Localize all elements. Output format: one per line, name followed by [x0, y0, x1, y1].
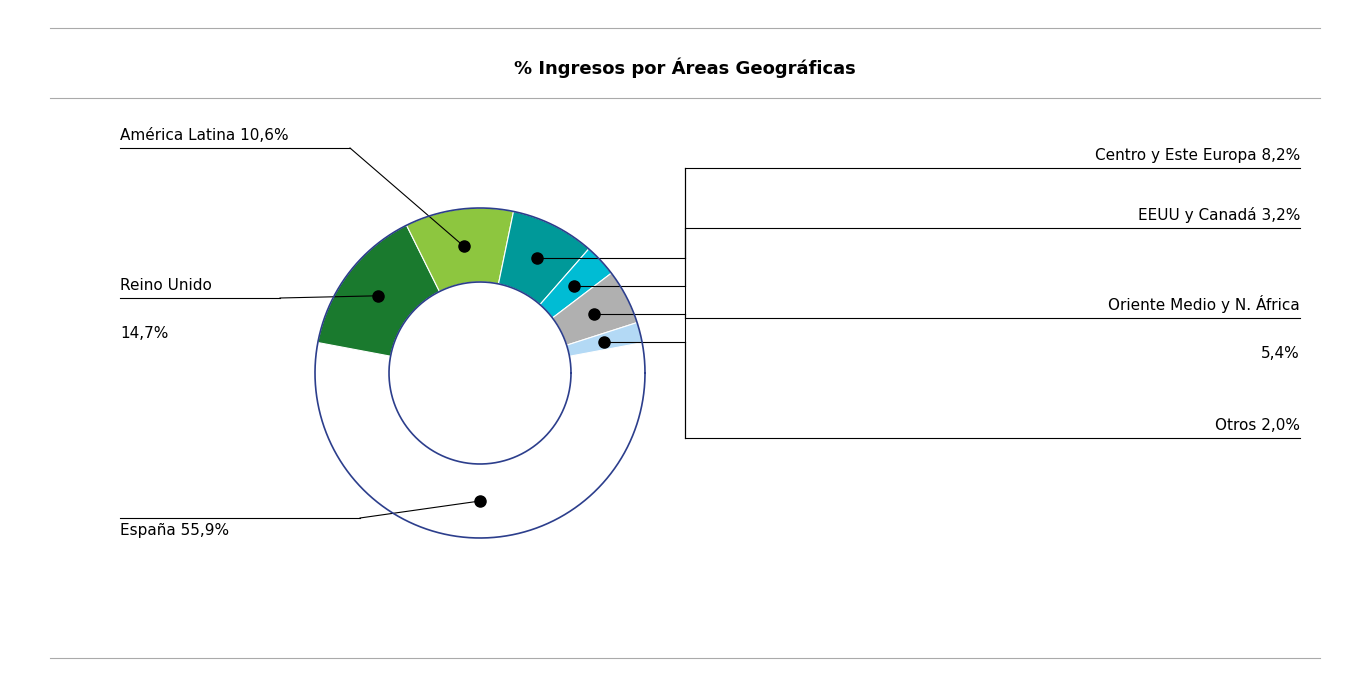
Wedge shape [499, 212, 589, 305]
Text: EEUU y Canadá 3,2%: EEUU y Canadá 3,2% [1137, 207, 1300, 223]
Text: América Latina 10,6%: América Latina 10,6% [121, 128, 289, 143]
Text: Oriente Medio y N. África: Oriente Medio y N. África [1108, 295, 1300, 313]
Text: 5,4%: 5,4% [1262, 346, 1300, 361]
Text: Centro y Este Europa 8,2%: Centro y Este Europa 8,2% [1095, 148, 1300, 163]
Text: Otros 2,0%: Otros 2,0% [1215, 418, 1300, 433]
Wedge shape [552, 273, 637, 345]
Wedge shape [567, 322, 643, 357]
Wedge shape [540, 249, 611, 318]
Wedge shape [407, 208, 514, 292]
Text: Reino Unido: Reino Unido [121, 278, 212, 293]
Text: 14,7%: 14,7% [121, 326, 169, 341]
Text: España 55,9%: España 55,9% [121, 523, 229, 538]
Text: % Ingresos por Áreas Geográficas: % Ingresos por Áreas Geográficas [514, 58, 856, 79]
Wedge shape [315, 343, 645, 538]
Wedge shape [318, 225, 440, 357]
